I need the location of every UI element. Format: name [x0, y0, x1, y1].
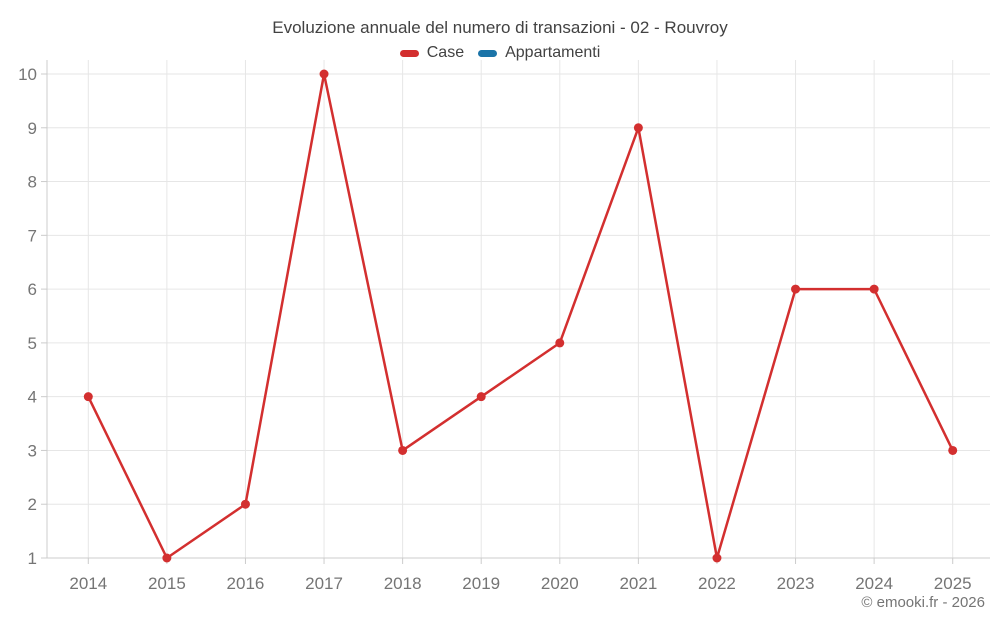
case-data-point	[476, 392, 486, 402]
x-axis-label: 2018	[384, 574, 422, 593]
x-axis-label: 2016	[227, 574, 265, 593]
x-axis-label: 2025	[934, 574, 972, 593]
y-axis-label: 8	[28, 173, 37, 192]
y-axis-label: 4	[28, 388, 37, 407]
legend-label: Appartamenti	[505, 44, 601, 61]
case-data-point	[869, 284, 879, 294]
legend-item-appartamenti[interactable]: Appartamenti	[478, 44, 600, 62]
case-data-point	[633, 123, 643, 133]
x-axis-label: 2020	[541, 574, 579, 593]
y-axis-label: 2	[28, 495, 37, 514]
x-axis-label: 2015	[148, 574, 186, 593]
legend: Case Appartamenti	[0, 44, 1000, 62]
case-data-point	[712, 553, 722, 563]
legend-marker-icon	[399, 49, 419, 57]
case-data-point	[555, 338, 565, 348]
case-data-point	[319, 69, 329, 79]
x-axis-label: 2017	[305, 574, 343, 593]
y-axis-label: 6	[28, 280, 37, 299]
copyright-footer: © emooki.fr - 2026	[861, 594, 985, 611]
case-data-point	[398, 445, 408, 455]
case-data-point	[791, 284, 801, 294]
case-data-point	[162, 553, 172, 563]
x-axis-label: 2019	[462, 574, 500, 593]
case-data-point	[83, 392, 93, 402]
legend-item-case[interactable]: Case	[399, 44, 465, 62]
case-series-line	[87, 72, 954, 560]
case-data-point	[240, 499, 250, 509]
x-axis-label: 2014	[69, 574, 107, 593]
y-axis-label: 5	[28, 334, 37, 353]
y-axis-label: 9	[28, 119, 37, 138]
y-axis-label: 1	[28, 549, 37, 568]
legend-label: Case	[426, 44, 465, 61]
x-axis-label: 2022	[698, 574, 736, 593]
x-axis-label: 2023	[777, 574, 815, 593]
y-axis-label: 3	[28, 441, 37, 460]
y-axis-label: 10	[18, 65, 37, 84]
y-axis-label: 7	[28, 226, 37, 245]
x-axis-label: 2024	[855, 574, 893, 593]
chart-title: Evoluzione annuale del numero di transaz…	[272, 18, 728, 37]
x-axis-label: 2021	[619, 574, 657, 593]
case-data-point	[948, 445, 958, 455]
legend-marker-icon	[478, 49, 498, 57]
